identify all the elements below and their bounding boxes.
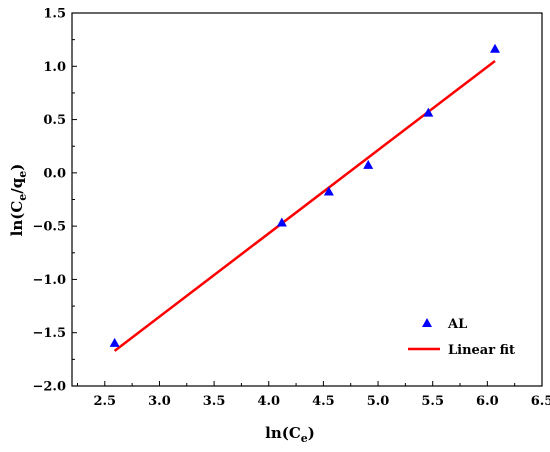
x-axis-title-main: ln(C xyxy=(265,424,301,442)
data-point-al xyxy=(276,217,287,227)
x-tick-label: 2.5 xyxy=(93,394,116,409)
legend-label-linear-fit: Linear fit xyxy=(448,343,515,358)
x-tick-label: 6.0 xyxy=(476,394,499,409)
x-tick-label: 5.5 xyxy=(421,394,444,409)
y-tick-label: −0.5 xyxy=(32,220,66,235)
legend: AL Linear fit xyxy=(408,317,515,358)
linear-fit-line xyxy=(113,59,496,352)
x-tick-label: 3.0 xyxy=(148,394,171,409)
x-axis: 2.5 3.0 3.5 4.0 4.5 5.0 5.5 6.0 6.5 xyxy=(76,381,550,409)
legend-label-al: AL xyxy=(447,317,467,332)
data-point-al xyxy=(323,186,334,196)
x-tick-label: 6.5 xyxy=(531,394,550,409)
data-point-al xyxy=(490,43,500,53)
y-tick-label: −2.0 xyxy=(32,380,66,395)
data-point-al xyxy=(423,107,434,117)
y-tick-label: 1.5 xyxy=(43,7,66,22)
data-point-al xyxy=(363,159,374,169)
y-axis-title-part-2: /q xyxy=(8,177,26,193)
y-tick-label: −1.5 xyxy=(32,326,66,341)
x-axis-title-subscript: e xyxy=(301,432,308,445)
legend-marker-al xyxy=(422,318,432,327)
y-axis-title-part-1: ln(C xyxy=(8,201,26,237)
y-axis-title-part-3: ) xyxy=(8,164,26,171)
x-tick-label: 3.5 xyxy=(203,394,226,409)
y-tick-label: −1.0 xyxy=(32,273,66,288)
y-axis-title-subscript-2: e xyxy=(16,171,29,178)
data-point-al xyxy=(109,337,120,347)
y-tick-label: 1.0 xyxy=(43,60,66,75)
y-axis: −2.0 −1.5 −1.0 −0.5 0.0 0.5 1.0 1.5 xyxy=(32,7,77,395)
y-tick-label: 0.5 xyxy=(43,113,66,128)
plot-area xyxy=(109,43,500,352)
x-tick-label: 5.0 xyxy=(367,394,390,409)
y-axis-title: ln(Ce/qe) xyxy=(8,164,29,237)
y-tick-label: 0.0 xyxy=(43,166,66,181)
x-axis-title: ln(Ce) xyxy=(265,424,315,445)
x-tick-label: 4.5 xyxy=(312,394,335,409)
y-axis-title-subscript-1: e xyxy=(16,194,29,201)
x-tick-label: 4.0 xyxy=(257,394,280,409)
x-axis-title-tail: ) xyxy=(308,424,315,442)
